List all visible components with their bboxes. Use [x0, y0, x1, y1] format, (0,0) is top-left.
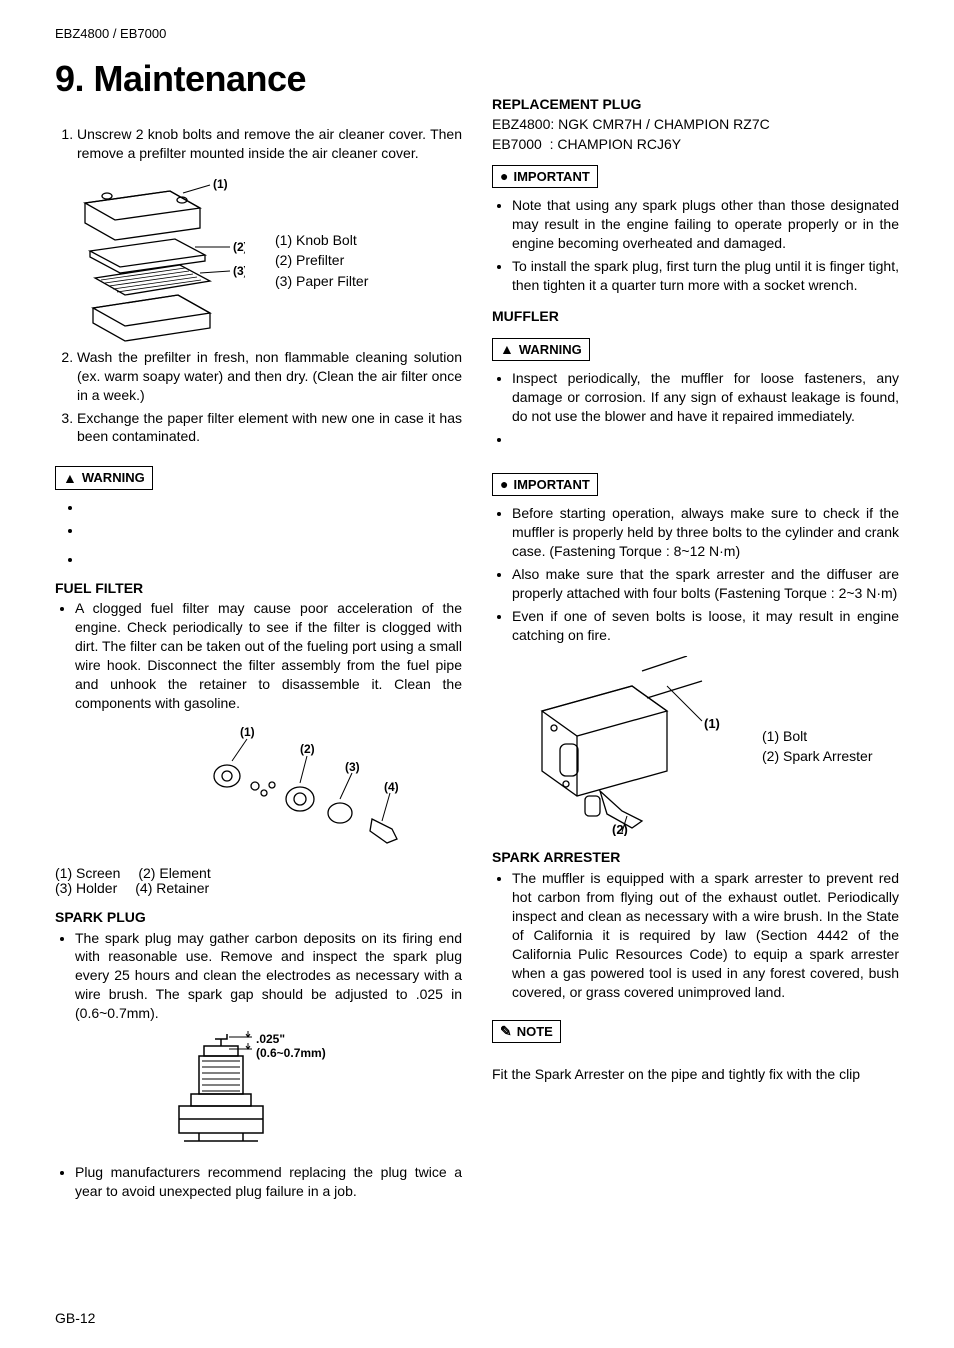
important-box-2: ● IMPORTANT	[492, 473, 598, 497]
li: Inspect periodically, the muffler for lo…	[512, 369, 899, 426]
spark-arrester-head: SPARK ARRESTER	[492, 848, 899, 867]
legend-item: (3) Paper Filter	[275, 271, 368, 291]
warning-label: WARNING	[519, 341, 582, 359]
important-icon: ●	[500, 477, 508, 491]
note-text: Fit the Spark Arrester on the pipe and t…	[492, 1065, 899, 1084]
spark-plug-text: The spark plug may gather carbon deposit…	[75, 929, 462, 1023]
muffler-head: MUFFLER	[492, 307, 899, 326]
svg-text:(2): (2)	[233, 240, 245, 254]
steps-list-b: Wash the prefilter in fresh, non flammab…	[55, 348, 462, 446]
warning-icon: ▲	[63, 471, 77, 485]
spark-arrester-list: The muffler is equipped with a spark arr…	[492, 869, 899, 1001]
spark-plug-head: SPARK PLUG	[55, 908, 462, 927]
fuel-filter-diagram: (1) (2) (3) (4)	[192, 721, 422, 856]
empty-bullet	[83, 521, 462, 540]
replacement-l1: EBZ4800: NGK CMR7H / CHAMPION RZ7C	[492, 115, 899, 135]
li: Note that using any spark plugs other th…	[512, 196, 899, 253]
muffler-warn-list: Inspect periodically, the muffler for lo…	[492, 369, 899, 449]
steps-list-a: Unscrew 2 knob bolts and remove the air …	[55, 125, 462, 163]
svg-text:(0.6~0.7mm): (0.6~0.7mm)	[256, 1046, 326, 1060]
replacement-plug-head: REPLACEMENT PLUG	[492, 95, 899, 114]
step-2: Wash the prefilter in fresh, non flammab…	[77, 348, 462, 405]
li: Before starting operation, always make s…	[512, 504, 899, 561]
right-column: REPLACEMENT PLUG EBZ4800: NGK CMR7H / CH…	[492, 55, 899, 1209]
empty-bullet	[83, 498, 462, 517]
note-label: NOTE	[517, 1023, 553, 1041]
legend-item: (3) Holder	[55, 879, 117, 898]
legend-item: (4) Retainer	[135, 879, 209, 898]
note-box: ✎ NOTE	[492, 1020, 561, 1044]
step-3: Exchange the paper filter element with n…	[77, 409, 462, 447]
important-label: IMPORTANT	[513, 476, 589, 494]
empty-warning-bullets	[55, 498, 462, 569]
legend-item: (1) Knob Bolt	[275, 230, 368, 250]
legend-item: (2) Prefilter	[275, 250, 368, 270]
svg-text:(3): (3)	[345, 760, 360, 774]
important-box-1: ● IMPORTANT	[492, 165, 598, 189]
important-label: IMPORTANT	[513, 168, 589, 186]
header-model: EBZ4800 / EB7000	[55, 25, 899, 43]
content-columns: 9. Maintenance Unscrew 2 knob bolts and …	[55, 55, 899, 1209]
spark-arrester-text: The muffler is equipped with a spark arr…	[512, 869, 899, 1001]
note-icon: ✎	[500, 1024, 512, 1038]
spark-plug-diagram: .025" (0.6~0.7mm)	[144, 1031, 374, 1151]
spark-plug-note: Plug manufacturers recommend replacing t…	[75, 1163, 462, 1201]
muffler-diagram: (1) (2)	[492, 656, 732, 836]
fuel-filter-text: A clogged fuel filter may cause poor acc…	[75, 599, 462, 712]
warning-box-2: ▲ WARNING	[492, 338, 590, 362]
important1-list: Note that using any spark plugs other th…	[492, 196, 899, 294]
replacement-lines: EBZ4800: NGK CMR7H / CHAMPION RZ7C EB700…	[492, 115, 899, 154]
spark-plug-note-list: Plug manufacturers recommend replacing t…	[55, 1163, 462, 1201]
figure-1-legend: (1) Knob Bolt (2) Prefilter (3) Paper Fi…	[275, 230, 368, 291]
warning-box: ▲ WARNING	[55, 466, 153, 490]
svg-text:(1): (1)	[240, 725, 255, 739]
important-icon: ●	[500, 169, 508, 183]
step-1: Unscrew 2 knob bolts and remove the air …	[77, 125, 462, 163]
li: To install the spark plug, first turn th…	[512, 257, 899, 295]
legend-item: (2) Spark Arrester	[762, 746, 872, 766]
svg-text:(2): (2)	[300, 742, 315, 756]
legend-item: (1) Bolt	[762, 726, 872, 746]
svg-text:(1): (1)	[213, 177, 228, 191]
page-footer: GB-12	[55, 1309, 95, 1328]
page-title: 9. Maintenance	[55, 55, 462, 104]
li	[512, 430, 899, 449]
figure-3-legend: (1) Bolt (2) Spark Arrester	[762, 726, 872, 767]
fuel-filter-head: FUEL FILTER	[55, 579, 462, 598]
figure-2-legend-r2: (3) Holder (4) Retainer	[55, 879, 462, 898]
replacement-l2: EB7000 : CHAMPION RCJ6Y	[492, 135, 899, 155]
li: Even if one of seven bolts is loose, it …	[512, 607, 899, 645]
left-column: 9. Maintenance Unscrew 2 knob bolts and …	[55, 55, 462, 1209]
figure-3: (1) (2) (1) Bolt (2) Spark Arrester	[492, 656, 899, 836]
li: Also make sure that the spark arrester a…	[512, 565, 899, 603]
empty-bullet	[83, 550, 462, 569]
svg-text:.025": .025"	[256, 1032, 285, 1046]
air-cleaner-diagram: (1) (2) (3)	[55, 173, 245, 348]
figure-2: (1) (2) (3) (4)	[55, 721, 462, 856]
figure-1: (1) (2) (3) (1) Knob Bolt (2) Prefilter …	[55, 173, 462, 348]
svg-text:(2): (2)	[612, 822, 628, 836]
figure-spark-plug: .025" (0.6~0.7mm)	[55, 1031, 462, 1151]
svg-text:(1): (1)	[704, 716, 720, 731]
important2-list: Before starting operation, always make s…	[492, 504, 899, 644]
warning-label: WARNING	[82, 469, 145, 487]
svg-text:(4): (4)	[384, 780, 399, 794]
spark-plug-list: The spark plug may gather carbon deposit…	[55, 929, 462, 1023]
fuel-filter-list: A clogged fuel filter may cause poor acc…	[55, 599, 462, 712]
svg-text:(3): (3)	[233, 264, 245, 278]
warning-icon: ▲	[500, 342, 514, 356]
